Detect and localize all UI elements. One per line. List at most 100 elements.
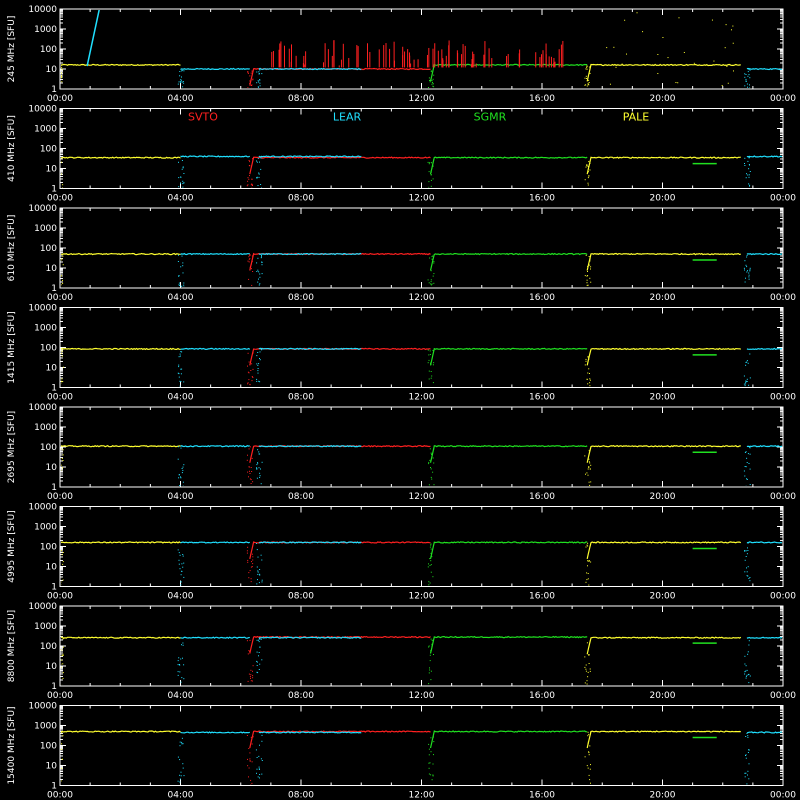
series-line-red [249, 347, 431, 366]
dropout-dot [252, 481, 254, 483]
dropout-dot [251, 782, 253, 784]
dropout-dot [587, 565, 588, 567]
dropout-dot [433, 74, 435, 76]
dropout-dot [587, 372, 589, 374]
dropout-dot [748, 74, 750, 76]
dropout-dot [57, 254, 58, 255]
series-line-green [429, 445, 588, 463]
dropout-dot [259, 82, 261, 84]
dropout-dot [177, 372, 179, 374]
dropout-dot [58, 277, 59, 278]
y-axis-label: 410 MHz [SFU] [7, 115, 17, 182]
y-tick-label: 100 [40, 344, 57, 354]
dropout-dot [61, 659, 63, 661]
dropout-dot [746, 256, 748, 258]
dropout-dot [249, 258, 251, 260]
dropout-dot [606, 47, 608, 49]
x-tick-label: 16:00 [529, 194, 555, 204]
dropout-dot [251, 70, 253, 72]
dropout-dot [179, 385, 181, 387]
dropout-dot [177, 664, 179, 666]
dropout-dot [177, 671, 179, 673]
dropout-dot [256, 380, 258, 382]
dropout-dot [61, 350, 63, 352]
dropout-dot [589, 779, 591, 781]
dropout-dot [252, 559, 254, 561]
dropout-dot [587, 171, 589, 173]
dropout-dot [258, 173, 260, 175]
series-line-red [249, 635, 431, 654]
dropout-dot [588, 359, 590, 360]
dropout-dot [183, 182, 185, 184]
dropout-dot [749, 577, 751, 578]
dropout-dot [62, 735, 64, 737]
dropout-dot [732, 25, 734, 27]
y-tick-label: 10 [46, 165, 58, 175]
dropout-dot [657, 73, 659, 75]
dropout-dot [746, 271, 748, 273]
dropout-dot [58, 553, 59, 554]
dropout-dot [748, 682, 750, 684]
dropout-dot [745, 380, 747, 382]
dropout-dot [61, 379, 62, 381]
dropout-dot [587, 743, 589, 744]
dropout-dot [588, 66, 590, 68]
dropout-dot [251, 356, 252, 358]
dropout-dot [428, 748, 430, 750]
dropout-dot [430, 543, 432, 545]
dropout-dot [744, 73, 746, 75]
dropout-dot [260, 257, 262, 259]
dropout-dot [431, 643, 433, 645]
dropout-dot [62, 187, 63, 188]
dropout-dot [59, 459, 60, 460]
dropout-dot [747, 774, 748, 776]
y-tick-label: 100 [40, 543, 57, 553]
panel-frame [59, 108, 784, 189]
dropout-dot [429, 660, 431, 662]
dropout-dot [62, 381, 64, 383]
y-tick-label: 1000 [34, 523, 57, 533]
dropout-dot [61, 767, 63, 769]
dropout-dot [247, 180, 249, 182]
dropout-dot [179, 75, 181, 77]
dropout-dot [62, 663, 64, 665]
dropout-dot [747, 575, 749, 577]
dropout-dot [261, 264, 263, 266]
dropout-dot [181, 743, 183, 745]
y-tick-label: 1 [51, 682, 57, 692]
dropout-dot [250, 184, 252, 186]
dropout-dot [429, 582, 431, 584]
dropout-dot [182, 466, 184, 468]
dropout-dot [432, 83, 434, 85]
series-line-cyan [180, 731, 250, 734]
dropout-dot [744, 281, 746, 283]
dropout-dot [586, 65, 588, 67]
x-tick-label: 16:00 [529, 393, 555, 403]
dropout-dot [745, 736, 747, 737]
dropout-dot [745, 466, 747, 468]
dropout-dot [748, 176, 750, 178]
series-line-yellow2 [586, 63, 741, 82]
dropout-dot [587, 741, 589, 743]
dropout-dot [178, 284, 180, 286]
dropout-dot [61, 448, 62, 450]
x-tick-label: 04:00 [168, 293, 194, 303]
legend-label-lear: LEAR [333, 111, 362, 124]
dropout-dot [62, 366, 64, 368]
dropout-dot [61, 649, 63, 651]
dropout-dot [433, 159, 434, 161]
panel-2: 1 10 100 1000 10000 00:00 04:00 08:00 12:00 16:00… [7, 105, 796, 204]
dropout-dot [181, 468, 183, 469]
dropout-dot [433, 282, 435, 284]
dropout-dot [585, 581, 587, 583]
dropout-dot [256, 176, 258, 178]
dropout-dot [430, 670, 432, 672]
dropout-dot [249, 267, 251, 269]
dropout-dot [430, 171, 432, 173]
dropout-dot [181, 69, 183, 71]
panel-data [57, 252, 782, 287]
dropout-dot [178, 356, 180, 358]
y-tick-label: 1000 [34, 722, 57, 732]
dropout-dot [250, 674, 252, 676]
